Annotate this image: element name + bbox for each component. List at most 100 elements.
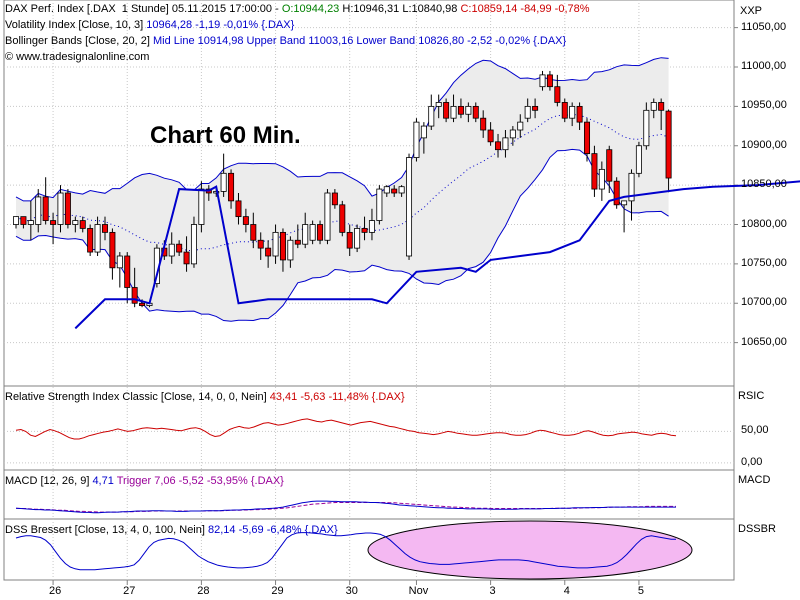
price-tick-label: 10950,00 xyxy=(741,99,787,112)
candle-body xyxy=(228,172,235,202)
x-tick-label: 4 xyxy=(563,585,570,597)
candle-body xyxy=(628,172,635,202)
candle-body xyxy=(428,105,435,127)
candle-body xyxy=(302,224,309,245)
candle-body xyxy=(420,125,427,139)
candle-body xyxy=(272,231,279,257)
candle-body xyxy=(524,105,531,119)
candle-body xyxy=(287,239,294,261)
candle-body xyxy=(176,243,183,253)
volatility-name: Volatility Index [Close, 10, 3] xyxy=(5,19,144,31)
macd-line xyxy=(15,500,676,514)
candle-body xyxy=(109,231,116,269)
bollinger-mid-line xyxy=(15,113,669,252)
low-value: L:10840,98 xyxy=(402,3,458,15)
candle-body xyxy=(294,239,301,245)
candle-body xyxy=(57,192,64,225)
candle-body xyxy=(324,192,331,241)
candle-body xyxy=(406,157,413,257)
candle-body xyxy=(331,192,338,206)
candle-body xyxy=(79,220,86,229)
candle-body xyxy=(361,228,368,233)
candle-body xyxy=(569,105,576,119)
macd-legend: MACD [12, 26, 9] 4,71 Trigger 7,06 -5,52… xyxy=(5,475,284,488)
candle-body xyxy=(643,109,650,147)
macd-axis-label: MACD xyxy=(738,474,771,486)
candle-body xyxy=(116,255,123,269)
watermark: © www.tradesignalonline.com xyxy=(5,51,150,63)
price-tick-label: 10650,00 xyxy=(741,335,787,348)
rsi-line xyxy=(15,418,677,440)
price-tick-label: 10900,00 xyxy=(741,138,787,151)
x-tick-label: 27 xyxy=(123,585,136,597)
rsi-name: Relative Strength Index Classic [Close, … xyxy=(5,391,267,403)
x-tick-label: 5 xyxy=(637,585,644,597)
candle-body xyxy=(183,251,190,265)
candle-body xyxy=(472,105,479,119)
candle-body xyxy=(354,228,361,249)
candle-body xyxy=(20,216,27,225)
dss-axis-label: DSSBR xyxy=(738,523,776,535)
price-tick-label: 10750,00 xyxy=(741,256,787,269)
x-tick-label: 3 xyxy=(489,585,496,597)
candle-body xyxy=(635,145,642,174)
candle-body xyxy=(435,102,442,107)
high-value: H:10946,31 xyxy=(342,3,400,15)
candle-body xyxy=(554,86,561,103)
highlight-ellipse xyxy=(367,520,693,580)
candle-body xyxy=(443,102,450,119)
price-tick-label: 10850,00 xyxy=(741,178,787,191)
rsi-legend: Relative Strength Index Classic [Close, … xyxy=(5,391,405,404)
bollinger-name: Bollinger Bands [Close, 20, 2] xyxy=(5,35,150,47)
candle-body xyxy=(220,172,227,192)
x-tick-label: 29 xyxy=(271,585,284,597)
candle-body xyxy=(346,231,353,249)
candle-body xyxy=(190,224,197,265)
macd-name: MACD [12, 26, 9] xyxy=(5,475,90,487)
volatility-values: 10964,28 -1,19 -0,01% {.DAX} xyxy=(146,19,295,31)
macd-trigger-label: Trigger xyxy=(116,475,152,487)
dss-line xyxy=(15,532,676,571)
candle-body xyxy=(487,129,494,143)
candle-body xyxy=(198,188,205,225)
candle-body xyxy=(665,110,672,179)
candle-body xyxy=(87,228,94,253)
candle-body xyxy=(613,180,620,206)
change-value: -84,99 xyxy=(520,3,552,15)
candle-body xyxy=(457,105,464,115)
candle-body xyxy=(413,121,420,158)
rsi-tick-label: 50,00 xyxy=(741,424,769,437)
x-tick-label: 30 xyxy=(345,585,358,597)
candle-body xyxy=(606,149,613,182)
candle-body xyxy=(450,105,457,119)
candle-body xyxy=(391,188,398,194)
close-value: C:10859,14 xyxy=(460,3,518,15)
candle-body xyxy=(124,255,131,288)
candle-body xyxy=(465,105,472,115)
macd-trigger-values: 7,06 -5,52 -53,95% {.DAX} xyxy=(154,475,284,487)
candle-body xyxy=(532,105,539,111)
price-tick-label: 10700,00 xyxy=(741,296,787,309)
candle-body xyxy=(480,117,487,131)
candle-body xyxy=(242,216,249,225)
macd-value: 4,71 xyxy=(92,475,114,487)
chart-annotation: Chart 60 Min. xyxy=(150,122,301,149)
dss-values: 82,14 -5,69 -6,48% {.DAX} xyxy=(208,524,338,536)
candle-body xyxy=(502,137,509,151)
dss-legend: DSS Bressert [Close, 13, 4, 0, 100, Nein… xyxy=(5,524,338,537)
price-legend: DAX Perf. Index [.DAX 1 Stunde] 05.11.20… xyxy=(5,3,590,16)
candle-body xyxy=(279,231,286,261)
volatility-legend: Volatility Index [Close, 10, 3] 10964,28… xyxy=(5,19,294,32)
candle-body xyxy=(139,302,146,307)
bollinger-legend: Bollinger Bands [Close, 20, 2] Mid Line … xyxy=(5,35,566,48)
candle-body xyxy=(27,220,34,225)
rsi-axis-label: RSIC xyxy=(738,390,765,402)
price-tick-label: 11050,00 xyxy=(741,20,787,33)
bollinger-values: Mid Line 10914,98 Upper Band 11003,16 Lo… xyxy=(152,35,567,47)
candle-body xyxy=(309,224,316,241)
volatility-index-line xyxy=(74,180,800,330)
candle-body xyxy=(131,287,138,304)
price-tick-label: 11000,00 xyxy=(741,60,787,72)
x-tick-label: Nov xyxy=(408,585,429,597)
